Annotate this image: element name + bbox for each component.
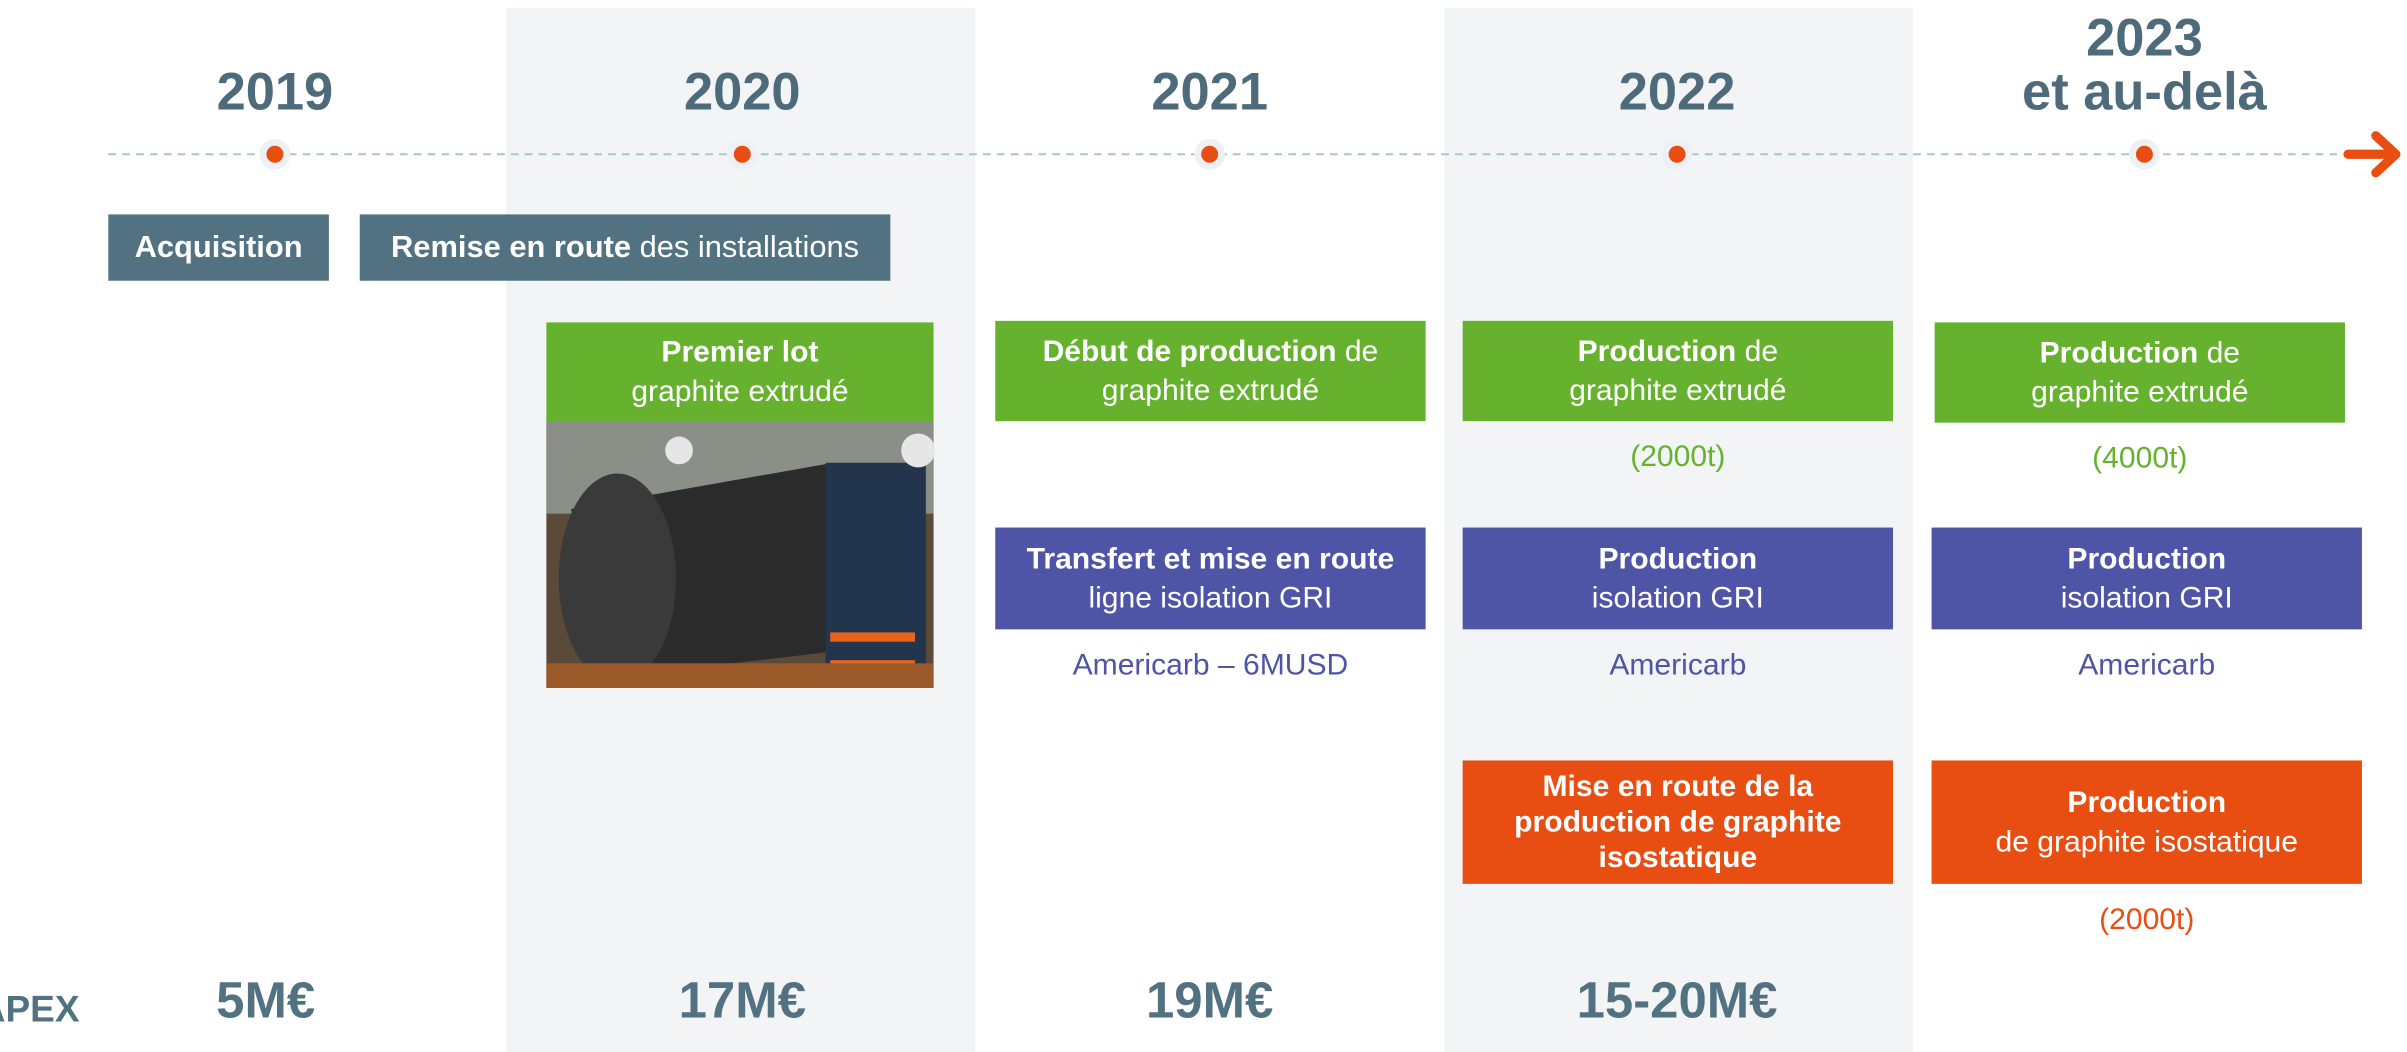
phase-bar (108, 214, 329, 281)
year-label: 2019 (217, 63, 334, 121)
box-text: Mise en route de la (1543, 770, 1814, 803)
box-text: Production (1598, 542, 1757, 575)
box-text: ligne isolation GRI (1088, 582, 1332, 615)
box-text: Début de production de (1043, 335, 1379, 368)
year-label: 2020 (684, 63, 801, 121)
milestone-box (1462, 320, 1894, 422)
regular-text: de (1736, 335, 1778, 368)
milestone-box (1462, 527, 1894, 630)
box-text: graphite extrudé (631, 375, 848, 408)
capex-value: 5M€ (216, 972, 315, 1029)
bold-text: Acquisition (135, 229, 303, 264)
box-text: Production de (2040, 336, 2240, 369)
bold-text: production de graphite (1514, 806, 1841, 839)
bold-text: Premier lot (661, 336, 818, 369)
milestone-box (546, 322, 934, 422)
regular-text: isolation GRI (2061, 582, 2233, 615)
bold-text: Production (2067, 786, 2226, 819)
box-text: graphite extrudé (2031, 376, 2248, 409)
box-text: Production de (1578, 335, 1778, 368)
timeline-dot (1668, 145, 1686, 163)
timeline-dot (733, 145, 751, 163)
bold-text: Mise en route de la (1543, 770, 1814, 803)
capex-label: CAPEX (0, 988, 80, 1030)
bold-text: Production (2040, 336, 2199, 369)
regular-text: de graphite isostatique (1995, 825, 2298, 858)
regular-text: de (2198, 336, 2240, 369)
box-text: graphite extrudé (1102, 374, 1319, 407)
box-text: graphite extrudé (1569, 374, 1786, 407)
regular-text: graphite extrudé (1569, 374, 1786, 407)
box-note: Americarb (2078, 648, 2215, 681)
milestone-box (1462, 760, 1894, 884)
box-text: de graphite isostatique (1995, 825, 2298, 858)
regular-text: de (1337, 335, 1379, 368)
box-text: Premier lot (661, 336, 818, 369)
box-note: (2000t) (2099, 903, 2194, 936)
bold-text: Production (1598, 542, 1757, 575)
milestone-box (1931, 527, 2362, 630)
year-label: 2022 (1619, 63, 1736, 121)
box-note: (2000t) (1630, 440, 1725, 473)
phase-bar (359, 214, 891, 281)
capex-value: 17M€ (679, 972, 806, 1029)
timeline-arrow (2343, 131, 2401, 178)
bold-text: Production (1578, 335, 1737, 368)
timeline-dot (2135, 145, 2153, 163)
milestone-box (1931, 760, 2362, 884)
box-text: isolation GRI (1592, 582, 1764, 615)
box-text: Remise en route des installations (391, 229, 859, 264)
year-label: 2023 (2086, 10, 2203, 68)
regular-text: des installations (631, 229, 859, 264)
box-text: production de graphite (1514, 806, 1841, 839)
regular-text: ligne isolation GRI (1088, 582, 1332, 615)
capex-value: 15-20M€ (1577, 972, 1778, 1029)
milestone-box (995, 320, 1426, 422)
milestone-box (1934, 322, 2345, 423)
box-note: Americarb – 6MUSD (1073, 648, 1349, 681)
capex-value: 19M€ (1146, 972, 1273, 1029)
bold-text: Production (2067, 542, 2226, 575)
box-note: Americarb (1609, 648, 1746, 681)
regular-text: isolation GRI (1592, 582, 1764, 615)
timeline-dot (1201, 145, 1219, 163)
milestone-box (995, 527, 1426, 630)
regular-text: graphite extrudé (631, 375, 848, 408)
box-text: isostatique (1598, 841, 1757, 874)
bold-text: Début de production (1043, 335, 1337, 368)
box-text: Production (2067, 786, 2226, 819)
box-text: Transfert et mise en route (1027, 542, 1395, 575)
regular-text: graphite extrudé (1102, 374, 1319, 407)
regular-text: graphite extrudé (2031, 376, 2248, 409)
box-text: Acquisition (135, 229, 303, 264)
box-text: Production (2067, 542, 2226, 575)
bold-text: Remise en route (391, 229, 631, 264)
box-note: (4000t) (2092, 442, 2187, 475)
year-label: et au-delà (2022, 63, 2268, 121)
timeline-dot (266, 145, 284, 163)
bold-text: Transfert et mise en route (1027, 542, 1395, 575)
year-label: 2021 (1151, 63, 1268, 121)
photo (546, 421, 936, 688)
box-text: isolation GRI (2061, 582, 2233, 615)
bold-text: isostatique (1598, 841, 1757, 874)
